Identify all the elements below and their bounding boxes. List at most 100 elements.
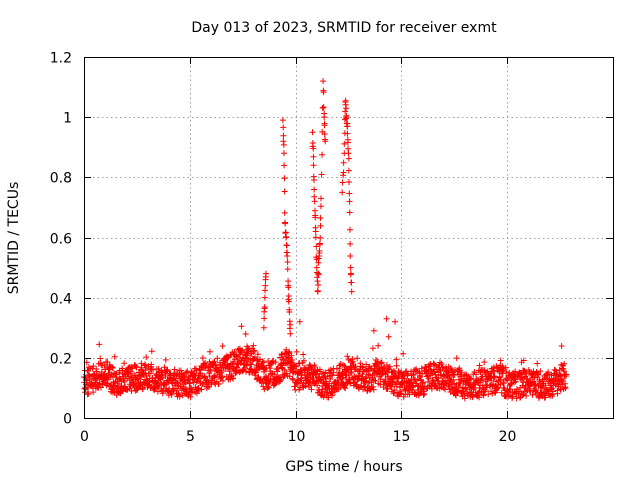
data-point-1905 xyxy=(261,294,268,301)
data-point-2014 xyxy=(342,108,349,115)
data-point-1408 xyxy=(438,360,445,367)
data-point-1186 xyxy=(382,376,389,383)
data-point-1138 xyxy=(369,345,376,352)
data-point-294 xyxy=(155,365,162,372)
data-point-1934 xyxy=(284,266,291,273)
data-point-2039 xyxy=(347,252,354,259)
data-point-241 xyxy=(142,361,149,368)
data-point-62 xyxy=(96,380,103,387)
data-point-1698 xyxy=(512,368,519,375)
data-point-1154 xyxy=(374,361,381,368)
data-points xyxy=(81,78,570,402)
data-point-1732 xyxy=(520,357,527,364)
data-point-2025 xyxy=(344,123,351,130)
data-point-1157 xyxy=(374,358,381,365)
data-point-291 xyxy=(154,388,161,395)
data-point-1479 xyxy=(456,380,463,387)
data-point-1304 xyxy=(412,376,419,383)
data-point-1916 xyxy=(280,150,287,157)
grid xyxy=(84,57,613,418)
data-point-531 xyxy=(215,381,222,388)
data-point-1878 xyxy=(557,386,564,393)
data-point-463 xyxy=(198,386,205,393)
data-point-1500 xyxy=(461,395,468,402)
data-point-1999 xyxy=(321,114,328,121)
data-point-882 xyxy=(304,371,311,378)
data-point-1847 xyxy=(549,388,556,395)
data-point-2044 xyxy=(348,279,355,286)
data-point-322 xyxy=(162,356,169,363)
data-point-963 xyxy=(325,394,332,401)
data-point-1581 xyxy=(482,386,489,393)
data-point-371 xyxy=(175,390,182,397)
data-point-1993 xyxy=(319,105,326,112)
data-point-685 xyxy=(254,351,261,358)
data-point-543 xyxy=(218,368,225,375)
data-point-817 xyxy=(288,352,295,359)
data-point-2047 xyxy=(392,318,399,325)
data-point-1899 xyxy=(563,371,570,378)
data-point-671 xyxy=(251,347,258,354)
data-point-1357 xyxy=(425,375,432,382)
data-point-967 xyxy=(326,386,333,393)
data-point-2006 xyxy=(339,179,346,186)
data-point-474 xyxy=(201,373,208,380)
data-point-1929 xyxy=(283,242,290,249)
data-point-1444 xyxy=(447,365,454,372)
data-point-18 xyxy=(85,390,92,397)
data-point-370 xyxy=(174,380,181,387)
data-point-67 xyxy=(98,384,105,391)
data-point-1613 xyxy=(490,373,497,380)
data-point-587 xyxy=(230,375,237,382)
data-point-970 xyxy=(327,375,334,382)
y-tick-label-0: 0 xyxy=(63,412,72,428)
data-point-420 xyxy=(187,393,194,400)
data-point-2032 xyxy=(345,167,352,174)
data-point-1576 xyxy=(481,359,488,366)
data-point-1661 xyxy=(502,364,509,371)
data-point-667 xyxy=(250,342,257,349)
data-point-1173 xyxy=(378,359,385,366)
data-point-1002 xyxy=(335,380,342,387)
data-point-1865 xyxy=(554,390,561,397)
data-point-432 xyxy=(190,379,197,386)
data-point-1942 xyxy=(286,309,293,316)
data-point-1324 xyxy=(417,374,424,381)
data-point-265 xyxy=(148,361,155,368)
data-point-2002 xyxy=(321,131,328,138)
data-point-512 xyxy=(211,373,218,380)
data-point-1235 xyxy=(394,374,401,381)
data-point-601 xyxy=(233,353,240,360)
data-point-1139 xyxy=(370,383,377,390)
data-point-1276 xyxy=(405,370,412,377)
data-point-1448 xyxy=(448,381,455,388)
data-point-1949 xyxy=(309,129,316,136)
data-point-453 xyxy=(196,387,203,394)
data-point-417 xyxy=(186,380,193,387)
data-point-122 xyxy=(111,379,118,386)
data-point-706 xyxy=(260,383,267,390)
data-point-1475 xyxy=(455,383,462,390)
data-point-1722 xyxy=(518,371,525,378)
data-point-1726 xyxy=(519,392,526,399)
data-point-1917 xyxy=(281,162,288,169)
data-point-1645 xyxy=(498,389,505,396)
data-point-2009 xyxy=(340,159,347,166)
data-point-1440 xyxy=(446,386,453,393)
data-point-1425 xyxy=(442,377,449,384)
data-point-1250 xyxy=(398,380,405,387)
data-point-481 xyxy=(203,362,210,369)
data-point-1654 xyxy=(500,380,507,387)
data-point-1818 xyxy=(542,382,549,389)
data-point-796 xyxy=(283,346,290,353)
data-point-1296 xyxy=(410,372,417,379)
data-point-863 xyxy=(300,351,307,358)
data-point-894 xyxy=(308,382,315,389)
data-point-1460 xyxy=(451,371,458,378)
data-point-1029 xyxy=(342,385,349,392)
data-point-1280 xyxy=(406,387,413,394)
data-point-1997 xyxy=(320,104,327,111)
data-point-887 xyxy=(306,370,313,377)
data-point-210 xyxy=(134,386,141,393)
data-point-2018 xyxy=(343,105,350,112)
